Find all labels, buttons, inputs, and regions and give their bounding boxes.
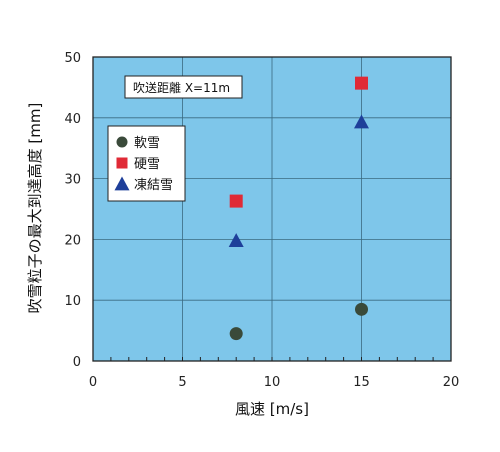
legend-marker-square <box>116 157 128 169</box>
y-tick-label: 20 <box>64 233 81 248</box>
x-axis-ticks: 0 5 10 15 20 <box>89 357 459 390</box>
y-tick-label: 10 <box>64 294 81 309</box>
data-point-triangle <box>354 114 369 129</box>
annotation-box: 吹送距離 X=11m <box>124 75 243 99</box>
legend-label: 凍結雪 <box>134 177 173 193</box>
y-tick-label: 0 <box>73 355 81 370</box>
data-point-circle <box>355 302 368 316</box>
x-tick-label: 5 <box>178 375 186 390</box>
x-axis-title: 風速 [m/s] <box>235 400 309 418</box>
y-tick-label: 50 <box>64 51 81 66</box>
x-tick-label: 20 <box>443 375 460 390</box>
legend-marker-circle <box>116 136 128 148</box>
legend-label: 硬雪 <box>134 157 160 172</box>
annotation-text: 吹送距離 X=11m <box>133 80 230 95</box>
data-point-circle <box>229 327 243 341</box>
data-point-triangle <box>228 233 244 247</box>
legend-marker-triangle <box>114 176 130 191</box>
y-tick-label: 40 <box>64 112 81 127</box>
y-tick-label: 30 <box>64 173 81 188</box>
data-points <box>228 76 369 341</box>
legend-label: 軟雪 <box>134 135 160 151</box>
y-axis-ticks: 0 10 20 30 40 50 <box>64 51 81 370</box>
x-tick-label: 10 <box>264 375 281 390</box>
y-axis-title: 吹雪粒子の最大到達高度 [mm] <box>26 103 44 314</box>
annotation-frame <box>124 75 243 99</box>
grid-lines <box>93 57 451 361</box>
x-tick-label: 0 <box>89 375 97 390</box>
data-point-square <box>229 194 243 208</box>
x-tick-label: 15 <box>353 375 370 390</box>
data-point-square <box>355 76 368 90</box>
